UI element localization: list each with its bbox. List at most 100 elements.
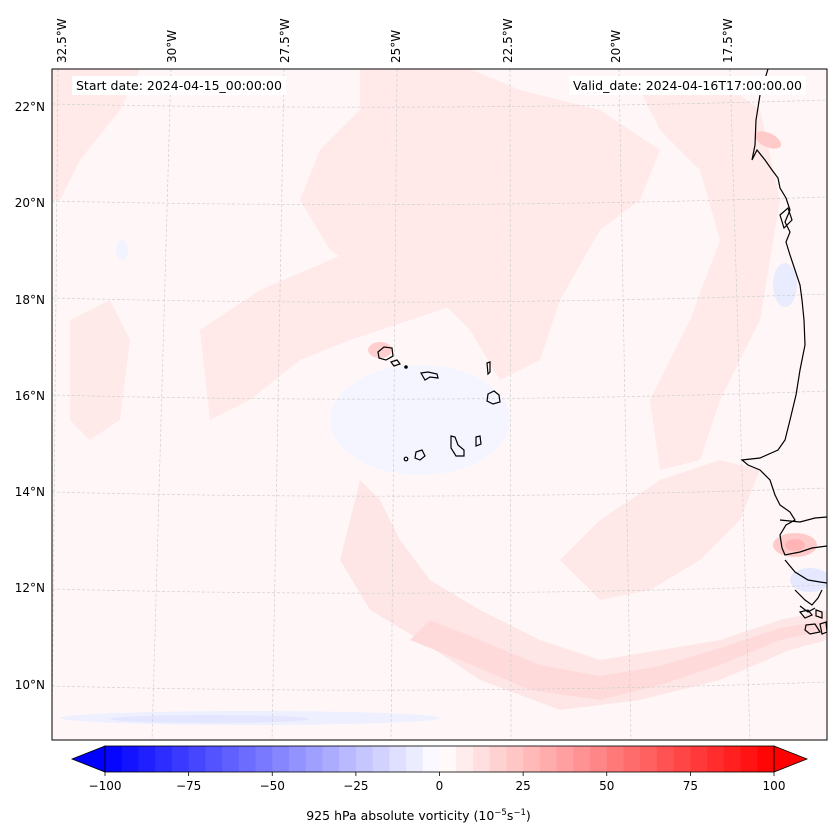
colorbar-segment <box>707 746 725 772</box>
colorbar-segment <box>590 746 608 772</box>
colorbar-extend-min <box>70 745 106 773</box>
colorbar-label: 925 hPa absolute vorticity (10−5s−1) <box>0 808 837 823</box>
colorbar-segment <box>506 746 524 772</box>
gridline-lon <box>729 69 751 740</box>
coastline-guinea-bissau <box>794 589 823 613</box>
colorbar-tick-label: −25 <box>343 779 368 793</box>
colorbar-segment <box>188 746 206 772</box>
colorbar-segment <box>372 746 390 772</box>
colorbar-tick-label: −100 <box>89 779 122 793</box>
colorbar-segment <box>640 746 658 772</box>
colorbar-tick-label: 50 <box>599 779 614 793</box>
colorbar-segment <box>339 746 357 772</box>
colorbar-segment <box>222 746 240 772</box>
colorbar-segment <box>389 746 407 772</box>
lat-label: 16°N <box>15 389 45 403</box>
vorticity-band-southeast <box>560 460 760 600</box>
cape-verde-islands <box>377 346 501 462</box>
lat-label: 12°N <box>15 581 45 595</box>
island-sal <box>486 361 491 376</box>
lat-label: 18°N <box>15 293 45 307</box>
island-bijagos-4 <box>819 621 827 635</box>
island-sao-nicolau <box>420 371 439 381</box>
colorbar-tick-label: −50 <box>260 779 285 793</box>
colorbar-segment <box>121 746 139 772</box>
lon-label: 30°W <box>165 30 179 63</box>
colorbar-segment <box>305 746 323 772</box>
gridline-lat <box>52 487 827 497</box>
colorbar-segment <box>355 746 374 772</box>
lon-label: 17.5°W <box>721 18 735 63</box>
gridline-lat <box>52 196 827 206</box>
colorbar-segment <box>606 746 624 772</box>
coastline-west-africa <box>740 69 827 584</box>
colorbar-segment <box>757 746 775 772</box>
gridline-lon <box>618 69 632 740</box>
lon-label: 32.5°W <box>55 18 69 63</box>
island-santo-antao <box>377 346 394 361</box>
colorbar-label-end: ) <box>525 808 531 824</box>
colorbar-tick-label: 75 <box>683 779 698 793</box>
colorbar-segment <box>105 746 123 772</box>
vorticity-min-coast-1 <box>773 263 797 307</box>
start-date-label: Start date: 2024-04-15_00:00:00 <box>72 76 286 95</box>
colorbar-segment <box>439 746 457 772</box>
vorticity-field <box>52 69 827 725</box>
colorbar-tick-label: 100 <box>763 779 786 793</box>
gridline-lat <box>52 681 827 691</box>
island-fogo <box>414 449 426 461</box>
island-boa-vista <box>486 390 501 405</box>
vorticity-band-north <box>52 69 140 200</box>
colorbar-segment <box>673 746 691 772</box>
lon-label: 25°W <box>389 30 403 63</box>
vorticity-min-south-strip-core <box>110 715 310 723</box>
colorbar-segment <box>623 746 641 772</box>
colorbar-segment <box>406 746 424 772</box>
colorbar-segment <box>472 746 491 772</box>
colorbar-segment <box>556 746 574 772</box>
colorbar-segment <box>155 746 173 772</box>
lon-label: 20°W <box>609 30 623 63</box>
longitude-labels: 32.5°W 30°W 27.5°W 25°W 22.5°W 20°W 17.5… <box>55 18 735 63</box>
colorbar-segment <box>288 746 307 772</box>
lon-label: 27.5°W <box>278 18 292 63</box>
colorbar-segment <box>205 746 223 772</box>
colorbar-segment <box>255 746 273 772</box>
island-bijagos-1 <box>798 609 813 619</box>
colorbar-segments <box>105 746 775 772</box>
island-sao-vicente <box>390 359 401 367</box>
map-panel <box>51 68 828 741</box>
colorbar-segment <box>322 746 340 772</box>
colorbar-segment <box>539 746 558 772</box>
colorbar-segment <box>690 746 708 772</box>
colorbar-segment <box>656 746 675 772</box>
colorbar-segment <box>723 746 742 772</box>
vorticity-band-east <box>640 80 780 470</box>
vorticity-band-south-inner <box>410 620 827 700</box>
latitude-labels: 22°N 20°N 18°N 16°N 14°N 12°N 10°N <box>15 100 45 692</box>
valid-date-label: Valid_date: 2024-04-16T17:00:00.00 <box>568 76 806 95</box>
island-bijagos-2 <box>815 609 823 619</box>
colorbar-segment <box>740 746 758 772</box>
colorbar-segment <box>489 746 507 772</box>
island-santiago <box>450 435 465 457</box>
gridline-lon <box>52 69 59 740</box>
colorbar-extend-max <box>773 745 809 773</box>
island-bijagos-3 <box>804 623 821 635</box>
colorbar-segment <box>171 746 190 772</box>
colorbar-segment <box>422 746 440 772</box>
colorbar-ticks: −100 −75 −50 −25 0 25 50 75 100 <box>89 772 786 793</box>
island-brava <box>403 456 409 462</box>
coastline-banc-arguin <box>779 206 793 230</box>
lat-label: 14°N <box>15 485 45 499</box>
vorticity-band-diagonal <box>200 130 560 420</box>
vorticity-min-islands <box>330 365 510 475</box>
vorticity-band-west <box>70 300 130 440</box>
vorticity-max-coast-south-core <box>785 539 805 551</box>
gridline-lon <box>151 69 172 740</box>
colorbar-tick-label: −75 <box>176 779 201 793</box>
vorticity-max-coast-north <box>754 131 782 149</box>
island-santa-luzia <box>404 365 408 369</box>
colorbar-tick-label: 0 <box>436 779 444 793</box>
